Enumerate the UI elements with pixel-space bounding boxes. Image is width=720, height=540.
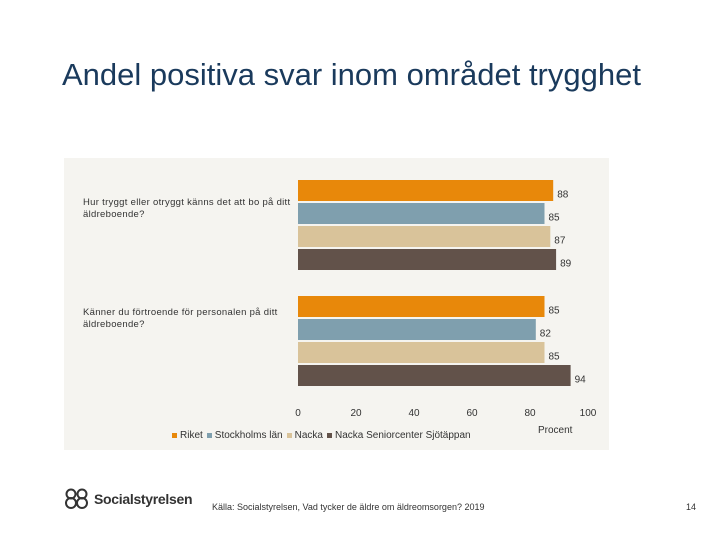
data-label: 89 (560, 259, 572, 270)
bar (298, 226, 551, 247)
category-label: Hur tryggt eller otryggt känns det att b… (83, 197, 291, 220)
bar-chart: 88 85 87 89 85 82 85 94 0 20 40 60 80 100 (295, 180, 597, 419)
category-label: Känner du förtroende för personalen på d… (83, 307, 278, 330)
socialstyrelsen-logo: Socialstyrelsen (64, 488, 193, 510)
bar (298, 180, 554, 201)
data-label: 85 (549, 352, 561, 363)
bar (298, 319, 536, 340)
x-axis-label: Procent (538, 425, 573, 436)
x-tick-label: 80 (524, 408, 536, 419)
legend-swatch (172, 433, 177, 438)
x-tick-label: 20 (350, 408, 362, 419)
legend-item: Nacka Seniorcenter Sjötäppan (326, 430, 471, 441)
legend-swatch (326, 433, 332, 438)
legend-swatch (286, 433, 292, 438)
socialstyrelsen-logo-icon (65, 488, 88, 509)
data-label: 87 (554, 236, 566, 247)
bar (298, 342, 545, 363)
legend-label: Nacka Seniorcenter Sjötäppan (334, 430, 471, 441)
source-note: Källa: Socialstyrelsen, Vad tycker de äl… (212, 502, 485, 512)
chart-panel: Hur tryggt eller otryggt känns det att b… (64, 158, 609, 450)
page-number: 14 (686, 502, 697, 512)
slide-title: Andel positiva svar inom området trygghe… (62, 57, 641, 92)
legend-label: Nacka (294, 430, 323, 441)
chart-legend: Riket Stockholms län Nacka Nacka Seniorc… (172, 430, 471, 441)
legend-item: Riket (172, 430, 203, 441)
bar (298, 203, 545, 224)
x-tick-label: 100 (580, 408, 597, 419)
data-label: 85 (549, 213, 561, 224)
legend-item: Nacka (286, 430, 323, 441)
legend-swatch (206, 433, 212, 438)
x-tick-label: 0 (295, 408, 301, 419)
data-label: 82 (540, 329, 552, 340)
bar (298, 296, 545, 317)
legend-label: Stockholms län (214, 430, 283, 441)
x-tick-label: 40 (408, 408, 420, 419)
bar (298, 249, 557, 270)
legend-item: Stockholms län (206, 430, 283, 441)
logo-wordmark: Socialstyrelsen (94, 491, 193, 507)
data-label: 88 (557, 190, 569, 201)
legend-label: Riket (180, 430, 203, 441)
x-tick-label: 60 (466, 408, 478, 419)
data-label: 94 (575, 375, 587, 386)
bar (298, 365, 571, 386)
data-label: 85 (549, 306, 561, 317)
